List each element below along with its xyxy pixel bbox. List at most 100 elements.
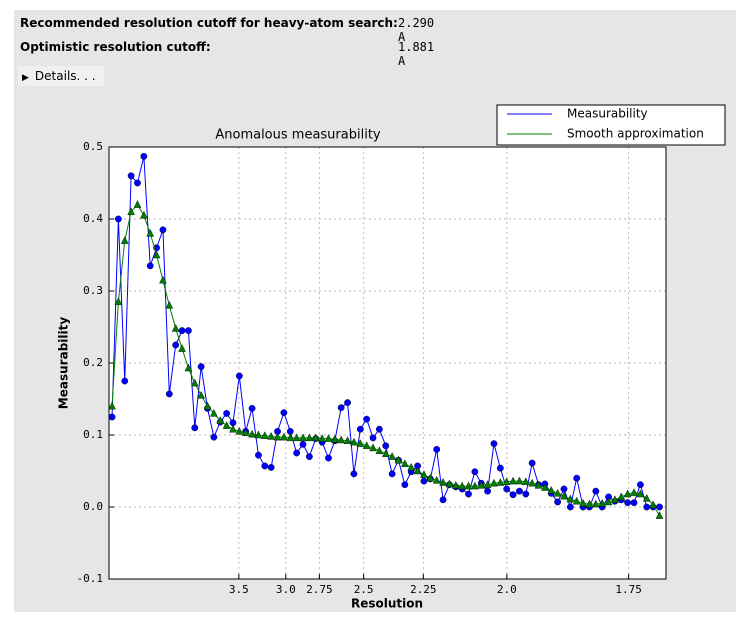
point (503, 485, 511, 493)
point (407, 462, 416, 471)
point (585, 499, 594, 508)
point (197, 363, 205, 370)
point (140, 210, 148, 219)
point (516, 487, 523, 495)
point (413, 466, 422, 475)
point (566, 494, 575, 503)
point (509, 491, 517, 499)
point (114, 297, 123, 305)
point (350, 437, 358, 446)
point (210, 408, 218, 417)
point (598, 498, 607, 507)
point (121, 377, 129, 385)
point (471, 481, 479, 490)
point (273, 432, 282, 441)
point (331, 434, 339, 443)
y-tick-label: 0.5 (83, 140, 103, 153)
point (464, 481, 473, 490)
point (375, 425, 383, 433)
point (534, 480, 543, 489)
point (515, 476, 524, 485)
details-toggle[interactable]: ▶ Details. . . (18, 66, 104, 86)
point (108, 413, 116, 421)
point (624, 499, 632, 507)
point (496, 464, 504, 472)
legend: Measurability Smooth approximation (496, 104, 726, 146)
point (604, 497, 613, 506)
y-tick-label: 0.2 (83, 356, 103, 369)
point (127, 172, 135, 180)
point (140, 152, 148, 160)
point (235, 372, 243, 380)
point (458, 481, 466, 490)
point (566, 503, 574, 511)
point (159, 275, 167, 284)
point (496, 478, 505, 486)
point (401, 459, 409, 467)
point (483, 480, 492, 488)
point (337, 404, 345, 412)
point (261, 462, 269, 470)
point (362, 441, 371, 449)
point (541, 483, 549, 491)
point (197, 390, 205, 399)
point (311, 433, 320, 442)
point (178, 327, 186, 334)
point (210, 433, 218, 441)
point (178, 344, 186, 352)
point (292, 433, 301, 442)
point (229, 424, 237, 433)
point (649, 500, 657, 509)
point (343, 436, 352, 444)
point (305, 453, 313, 460)
point (484, 487, 492, 495)
point (445, 479, 454, 488)
x-tick-label: 2.0 (497, 583, 517, 596)
point (656, 503, 663, 511)
info-label: Optimistic resolution cutoff: (20, 40, 211, 54)
point (146, 262, 154, 270)
point (560, 485, 568, 493)
point (350, 470, 358, 478)
point (165, 300, 174, 309)
y-axis-label: Measurability (57, 317, 71, 410)
point (185, 327, 192, 334)
x-axis-label: Resolution (351, 597, 423, 611)
y-tick-label: 0.1 (83, 428, 103, 441)
point (591, 499, 600, 508)
details-label: Details. . . (34, 69, 96, 83)
point (623, 489, 632, 498)
info-value: 1.881 A (398, 40, 435, 68)
point (203, 401, 212, 410)
point (477, 480, 486, 489)
point (255, 451, 262, 459)
point (267, 463, 275, 471)
info-row: Recommended resolution cutoff for heavy-… (20, 16, 434, 44)
x-tick-label: 1.75 (615, 583, 642, 596)
point (643, 503, 651, 511)
point (190, 378, 199, 387)
point (388, 452, 396, 460)
plot-area (109, 147, 666, 579)
point (293, 449, 301, 457)
point (369, 434, 377, 442)
point (439, 496, 447, 504)
point (114, 215, 122, 223)
point (522, 490, 530, 498)
point (394, 455, 403, 464)
point (382, 442, 390, 450)
point (509, 476, 517, 485)
point (280, 409, 288, 417)
point (465, 490, 472, 498)
point (369, 443, 377, 452)
point (260, 431, 269, 439)
point (451, 480, 460, 489)
point (324, 434, 333, 442)
point (152, 250, 161, 259)
x-tick-label: 2.25 (410, 583, 437, 596)
point (184, 363, 193, 372)
point (337, 435, 346, 444)
point (191, 424, 199, 432)
point (432, 475, 441, 484)
